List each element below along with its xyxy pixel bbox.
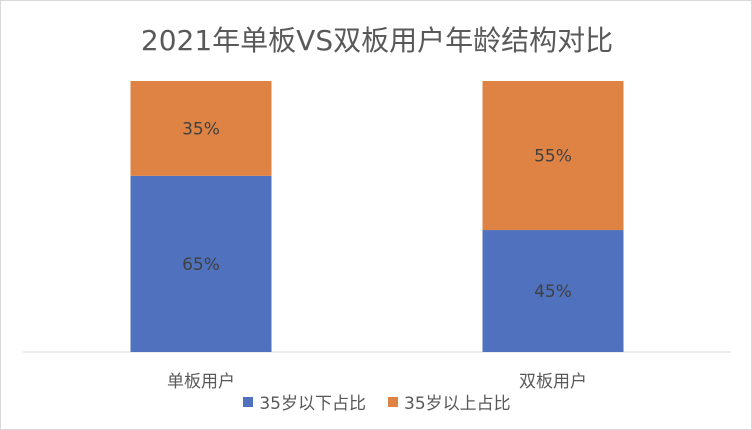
legend-item: 35岁以下占比 bbox=[243, 389, 366, 414]
data-label: 55% bbox=[534, 147, 572, 167]
data-label: 35% bbox=[182, 119, 220, 139]
x-tick-label: 单板用户 bbox=[167, 372, 235, 392]
x-tick-label: 双板用户 bbox=[519, 372, 587, 392]
legend-label: 35岁以下占比 bbox=[259, 394, 366, 414]
legend-item: 35岁以上占比 bbox=[388, 389, 511, 414]
legend: 35岁以下占比 35岁以上占比 bbox=[1, 389, 751, 414]
data-label: 45% bbox=[534, 282, 572, 302]
bar-segment bbox=[482, 81, 624, 231]
legend-swatch bbox=[243, 396, 254, 407]
bar-segment bbox=[130, 175, 272, 352]
legend-swatch bbox=[388, 396, 398, 407]
bar-segment bbox=[482, 230, 624, 352]
data-label: 65% bbox=[182, 255, 220, 275]
bar-segment bbox=[130, 81, 272, 176]
chart-title: 2021年单板VS双板用户年龄结构对比 bbox=[140, 24, 614, 57]
legend-label: 35岁以上占比 bbox=[404, 394, 511, 414]
